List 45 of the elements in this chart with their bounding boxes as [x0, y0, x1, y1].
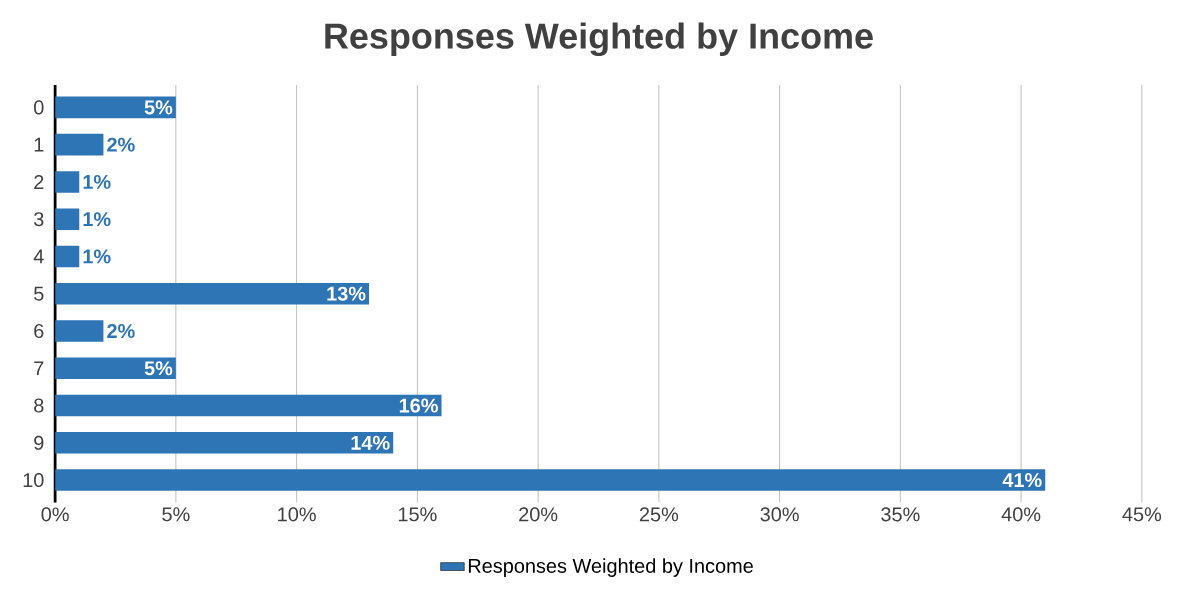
x-tick-label: 20% — [519, 507, 558, 522]
data-label: 5% — [144, 361, 173, 376]
bar — [55, 394, 442, 417]
data-label: 16% — [399, 398, 438, 413]
y-tick-label: 10 — [23, 473, 44, 488]
bar — [55, 283, 370, 305]
bar — [55, 320, 104, 342]
data-label: 1% — [83, 249, 111, 264]
data-label: 2% — [107, 137, 135, 152]
x-tick-label: 15% — [398, 507, 437, 522]
y-tick-label: 8 — [34, 398, 44, 413]
bar — [55, 133, 104, 156]
y-tick-label: 5 — [34, 286, 44, 301]
y-tick-label: 9 — [34, 435, 44, 450]
bar — [55, 96, 176, 119]
x-tick-label: 40% — [1001, 507, 1041, 522]
x-tick-label: 45% — [1122, 507, 1162, 522]
x-tick-label: 35% — [881, 507, 920, 522]
bar — [55, 432, 394, 454]
y-tick-label: 6 — [34, 324, 44, 339]
data-label: 13% — [327, 286, 366, 301]
x-tick-label: 10% — [278, 507, 316, 522]
y-tick-label: 1 — [34, 137, 44, 152]
legend-label: Responses Weighted by Income — [468, 558, 753, 577]
bar — [55, 357, 176, 380]
x-tick-label: 0% — [41, 507, 69, 522]
bar — [55, 245, 80, 268]
y-tick-label: 0 — [34, 100, 44, 115]
chart-title: Responses Weighted by Income — [325, 22, 873, 57]
data-label: 2% — [107, 324, 135, 339]
data-label: 14% — [351, 435, 390, 450]
y-tick-label: 3 — [34, 212, 44, 227]
y-tick-label: 7 — [34, 361, 44, 376]
x-tick-label: 5% — [162, 507, 190, 522]
bar — [55, 469, 1046, 491]
bar — [55, 171, 80, 193]
bar — [55, 208, 80, 231]
x-tick-label: 30% — [760, 507, 799, 522]
x-tick-label: 25% — [639, 507, 679, 522]
data-label: 1% — [83, 212, 111, 227]
data-label: 41% — [1002, 473, 1042, 488]
data-label: 5% — [144, 100, 173, 115]
y-tick-label: 2 — [34, 175, 44, 189]
y-tick-label: 4 — [33, 249, 44, 264]
data-label: 1% — [83, 175, 111, 190]
